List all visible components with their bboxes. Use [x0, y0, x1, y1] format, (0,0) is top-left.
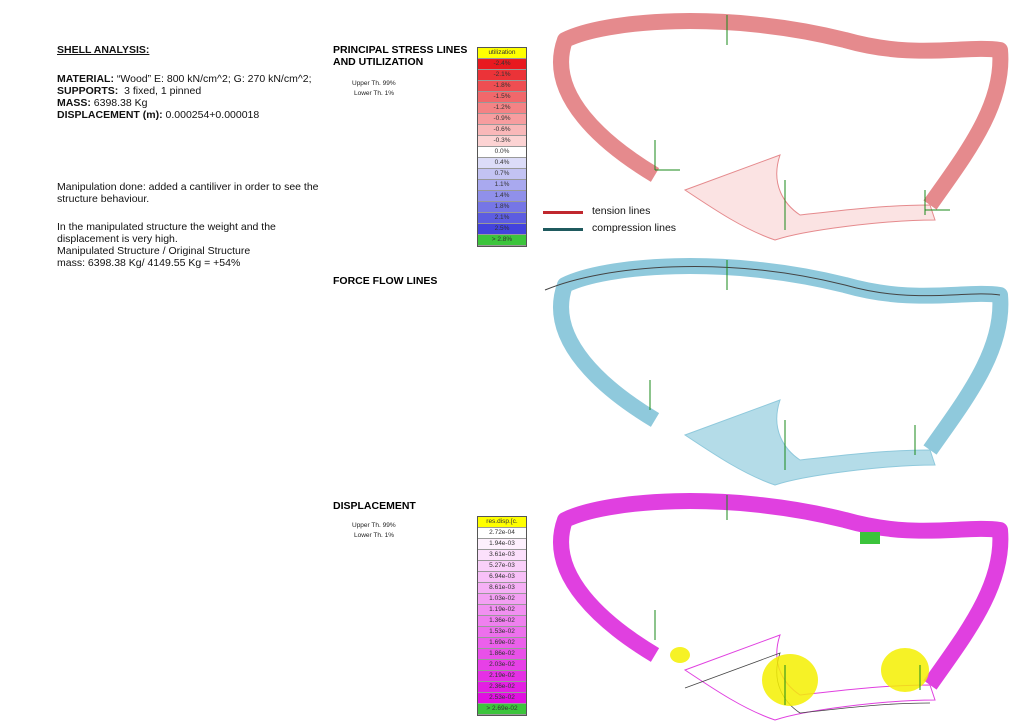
legend-item: 5.27e-03: [478, 561, 526, 572]
legend-item: -1.5%: [478, 92, 526, 103]
displacement-hotspot: [881, 648, 929, 692]
note: In the manipulated structure the weight …: [57, 221, 276, 245]
legend-item: 2.19e-02: [478, 671, 526, 682]
force-flow-outline: [544, 266, 1001, 297]
supports: [649, 15, 950, 705]
note: Manipulation done: added a cantiliver in…: [57, 181, 319, 205]
legend-item: 3.61e-03: [478, 550, 526, 561]
utilization-legend: utilization -2.4% -2.1% -1.8% -1.5% -1.2% -0.9…: [477, 47, 527, 247]
legend-item: -1.2%: [478, 103, 526, 114]
line-label: compression lines: [592, 222, 677, 234]
section-title: PRINCIPAL STRESS LINES AND UTILIZATION: [333, 44, 468, 68]
label: SUPPORTS:: [57, 85, 119, 97]
line-swatch: [543, 211, 583, 214]
legend-item: 2.1%: [478, 213, 526, 224]
section-title: FORCE FLOW LINES: [333, 275, 438, 287]
section-title: DISPLACEMENT: [333, 500, 416, 512]
label: MATERIAL:: [57, 73, 114, 85]
value: 0.000254+0.000018: [162, 109, 260, 121]
legend-item: > 2.69e-02: [478, 704, 526, 715]
legend-item: 6.94e-03: [478, 572, 526, 583]
line-label: tension lines: [592, 205, 651, 217]
legend-item: -2.1%: [478, 70, 526, 81]
legend-item: 1.69e-02: [478, 638, 526, 649]
upper-threshold: Upper Th. 99%: [352, 522, 396, 529]
legend-item: -1.8%: [478, 81, 526, 92]
displacement-line: DISPLACEMENT (m): 0.000254+0.000018: [57, 109, 259, 121]
legend-header: res.disp.[c.: [478, 517, 526, 528]
legend-item: 0.7%: [478, 169, 526, 180]
legend-item: 1.36e-02: [478, 616, 526, 627]
legend-header: utilization: [478, 48, 526, 59]
displacement-max: [860, 532, 880, 544]
lower-threshold: Lower Th. 1%: [354, 532, 394, 539]
legend-item: 2.36e-02: [478, 682, 526, 693]
legend-item: 0.0%: [478, 147, 526, 158]
displacement-legend: res.disp.[c. 2.72e-04 1.94e-03 3.61e-03 5.27…: [477, 516, 527, 716]
legend-item: > 2.8%: [478, 235, 526, 246]
legend-item: -0.9%: [478, 114, 526, 125]
note: Manipulated Structure / Original Structu…: [57, 245, 251, 257]
info-title: SHELL ANALYSIS:: [57, 44, 150, 56]
legend-item: 2.03e-02: [478, 660, 526, 671]
legend-item: 1.19e-02: [478, 605, 526, 616]
label: DISPLACEMENT (m):: [57, 109, 163, 121]
line-swatch: [543, 228, 583, 231]
legend-item: -2.4%: [478, 59, 526, 70]
label: MASS:: [57, 97, 91, 109]
legend-item: -0.3%: [478, 136, 526, 147]
legend-item: 1.8%: [478, 202, 526, 213]
note: mass: 6398.38 Kg/ 4149.55 Kg = +54%: [57, 257, 241, 269]
legend-item: 2.5%: [478, 224, 526, 235]
legend-item: 8.61e-03: [478, 583, 526, 594]
force-flow-drawing: [561, 266, 1000, 485]
legend-item: 1.1%: [478, 180, 526, 191]
upper-threshold: Upper Th. 99%: [352, 80, 396, 87]
legend-item: 1.4%: [478, 191, 526, 202]
legend-item: 1.53e-02: [478, 627, 526, 638]
displacement-hotspot: [762, 654, 818, 706]
value: “Wood” E: 800 kN/cm^2; G: 270 kN/cm^2;: [113, 73, 312, 85]
legend-item: 1.86e-02: [478, 649, 526, 660]
legend-item: 2.53e-02: [478, 693, 526, 704]
legend-item: -0.6%: [478, 125, 526, 136]
value: 3 fixed, 1 pinned: [118, 85, 202, 97]
legend-item: 1.03e-02: [478, 594, 526, 605]
legend-item: 2.72e-04: [478, 528, 526, 539]
material-line: MATERIAL: “Wood” E: 800 kN/cm^2; G: 270 …: [57, 73, 312, 85]
displacement-hotspot: [670, 647, 690, 663]
mass-line: MASS: 6398.38 Kg: [57, 97, 147, 109]
legend-item: 1.94e-03: [478, 539, 526, 550]
value: 6398.38 Kg: [90, 97, 148, 109]
legend-item: 0.4%: [478, 158, 526, 169]
lower-threshold: Lower Th. 1%: [354, 90, 394, 97]
supports-line: SUPPORTS: 3 fixed, 1 pinned: [57, 85, 201, 97]
